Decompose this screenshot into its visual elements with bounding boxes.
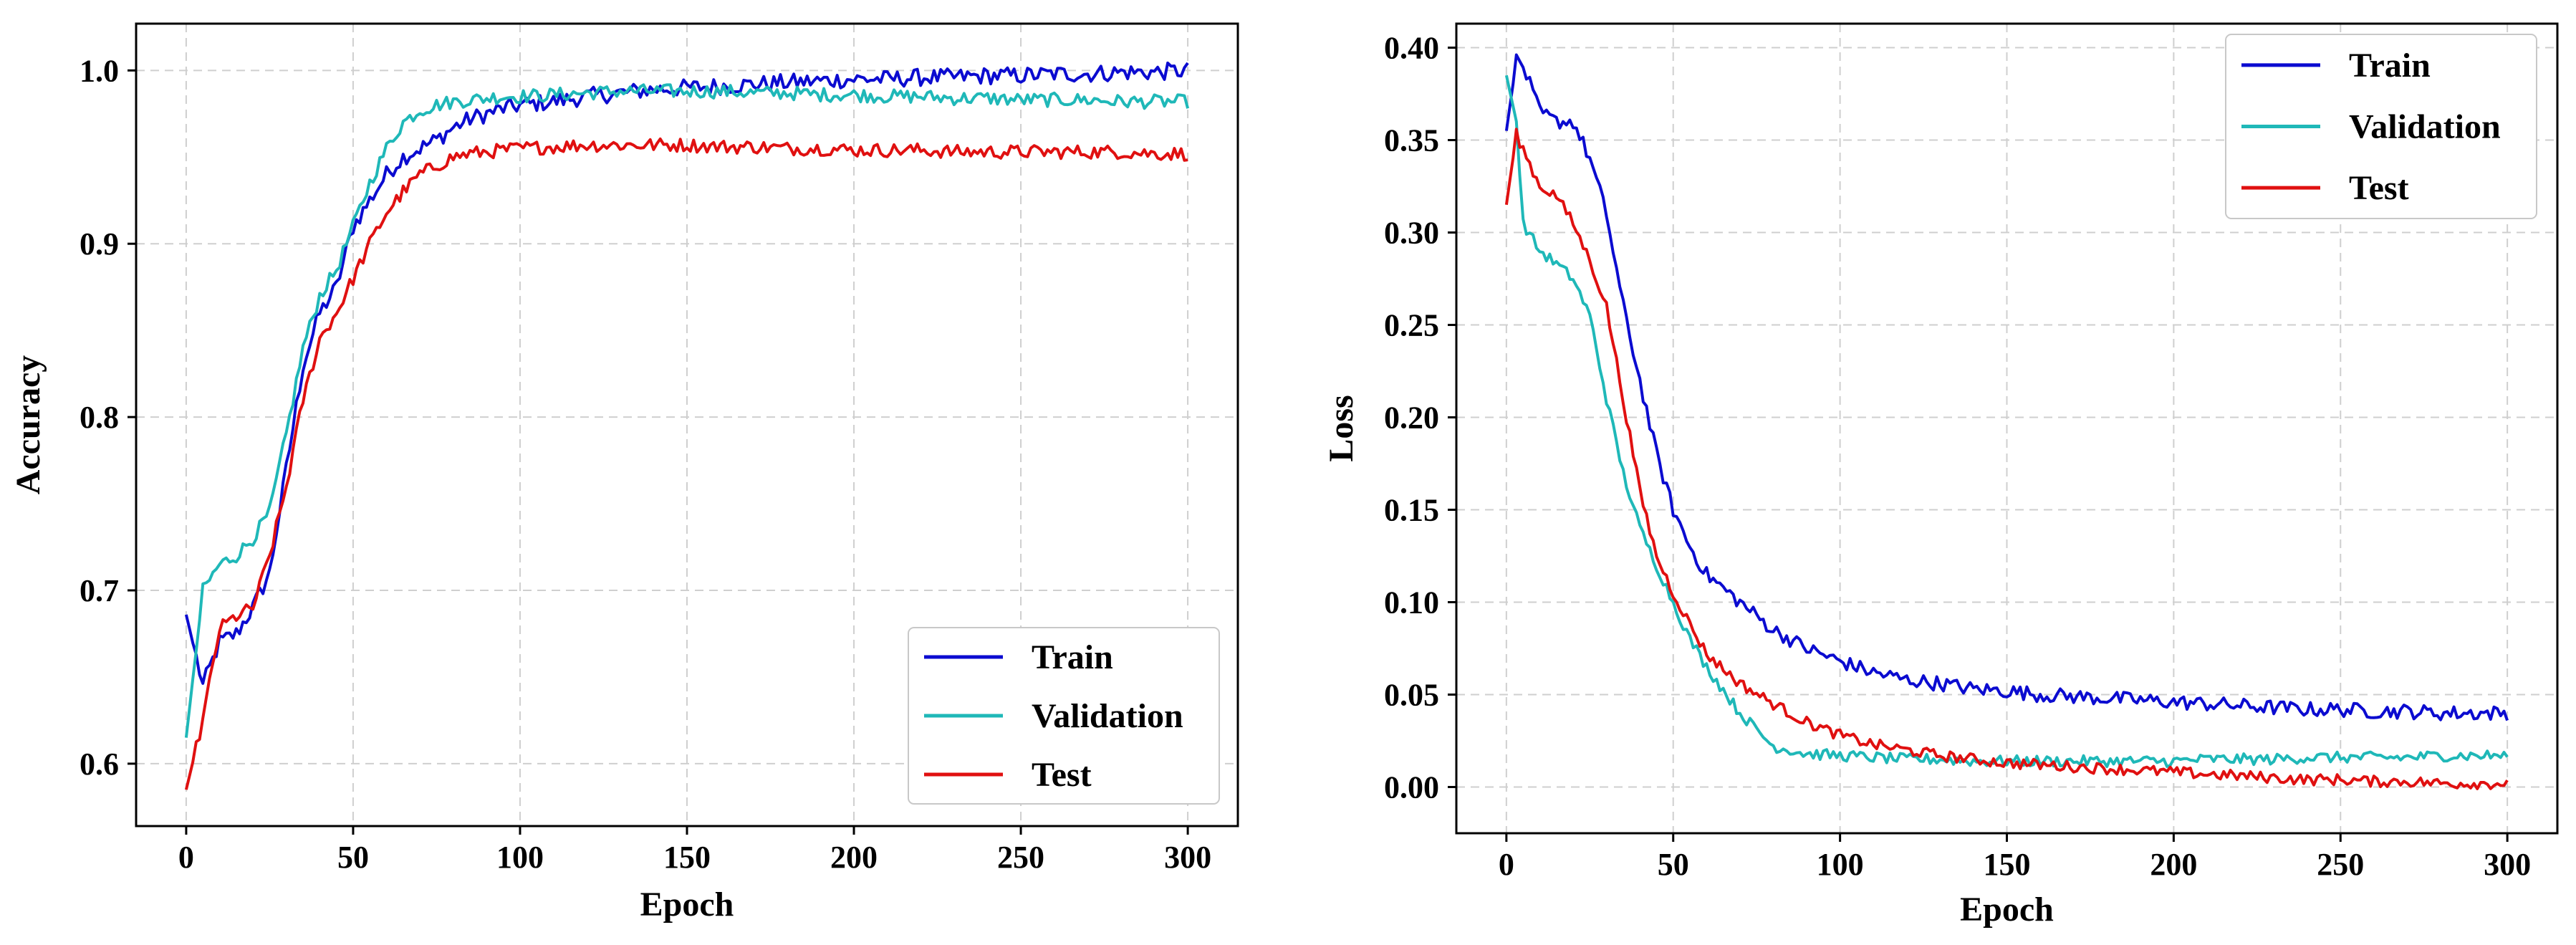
- chart-panel-1: 0 50 100 150 200 250 300 0.6 0.7 0.8 0.9 1.0 Epoch Ac…: [9, 22, 1239, 924]
- x-tick-label: 0: [1499, 847, 1514, 882]
- y-tick-label: 0.35: [1384, 123, 1439, 158]
- legend-label-test: Test: [2349, 169, 2409, 207]
- y-tick-label: 0.6: [80, 747, 119, 782]
- x-axis-label: Epoch: [1960, 891, 2054, 929]
- x-tick-label: 100: [496, 840, 544, 875]
- chart-panel-2: 0 50 100 150 200 250 300 0.00 0.05 0.10 0.15 0.20 0.…: [1322, 22, 2559, 929]
- x-tick-label: 200: [830, 840, 878, 875]
- x-tick-label: 200: [2150, 847, 2197, 882]
- x-tick-label: 100: [1817, 847, 1864, 882]
- y-tick-label: 0.30: [1384, 216, 1439, 251]
- y-tick-label: 1.0: [80, 53, 119, 88]
- series-line-test: [1504, 128, 2509, 790]
- y-tick-label: 0.7: [80, 573, 119, 608]
- y-tick-label: 0.00: [1384, 770, 1439, 805]
- y-tick-label: 0.40: [1384, 31, 1439, 66]
- y-tick-label: 0.25: [1384, 308, 1439, 343]
- y-tick-label: 0.9: [80, 226, 119, 262]
- series-line-train: [184, 61, 1189, 685]
- series-line-validation: [1504, 75, 2509, 769]
- series-line-test: [184, 137, 1188, 790]
- y-tick-label: 0.20: [1384, 400, 1439, 436]
- series-line-train: [1504, 53, 2509, 721]
- y-tick-label: 0.05: [1384, 678, 1439, 713]
- y-tick-label: 0.8: [80, 400, 119, 435]
- x-tick-label: 0: [178, 840, 194, 875]
- legend-label-test: Test: [1032, 756, 1092, 794]
- legend-label-validation: Validation: [1032, 697, 1183, 735]
- legend-label-train: Train: [2349, 47, 2431, 85]
- y-axis-label: Loss: [1322, 395, 1360, 461]
- legend: Train Validation Test: [908, 627, 1220, 805]
- x-tick-label: 300: [1164, 840, 1211, 875]
- x-tick-label: 50: [1658, 847, 1689, 882]
- legend-label-validation: Validation: [2349, 108, 2501, 146]
- x-tick-label: 150: [663, 840, 711, 875]
- x-axis-label: Epoch: [640, 886, 734, 924]
- x-tick-label: 250: [2317, 847, 2364, 882]
- y-tick-label: 0.10: [1384, 585, 1439, 620]
- x-tick-label: 300: [2484, 847, 2531, 882]
- legend-box: [2225, 34, 2537, 219]
- y-axis-label: Accuracy: [9, 355, 47, 495]
- legend: Train Validation Test: [2225, 34, 2537, 219]
- x-tick-label: 250: [997, 840, 1044, 875]
- series-line-validation: [184, 83, 1190, 738]
- legend-box: [908, 627, 1220, 805]
- x-tick-label: 150: [1984, 847, 2031, 882]
- y-tick-label: 0.15: [1384, 493, 1439, 528]
- legend-label-train: Train: [1032, 638, 1113, 676]
- x-tick-label: 50: [337, 840, 369, 875]
